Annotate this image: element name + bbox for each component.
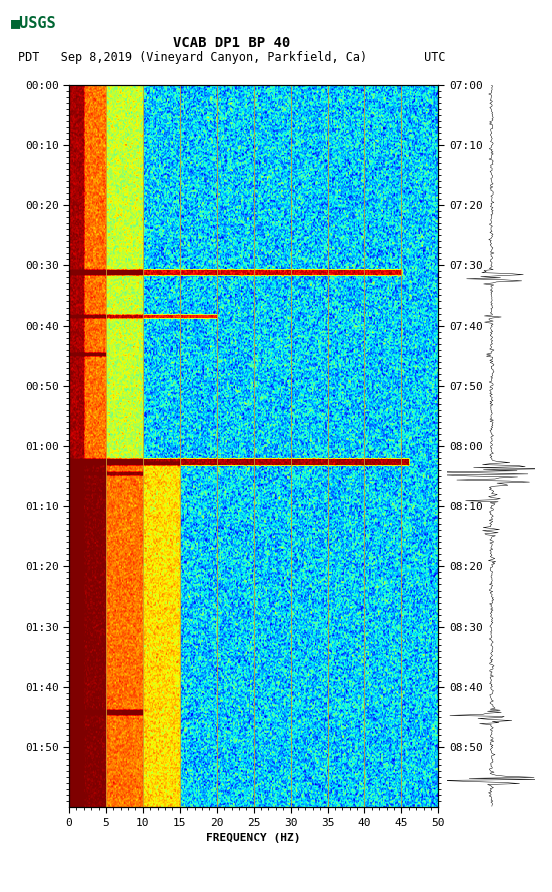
X-axis label: FREQUENCY (HZ): FREQUENCY (HZ) xyxy=(206,833,301,843)
Text: VCAB DP1 BP 40: VCAB DP1 BP 40 xyxy=(173,36,290,50)
Text: PDT   Sep 8,2019 (Vineyard Canyon, Parkfield, Ca)        UTC: PDT Sep 8,2019 (Vineyard Canyon, Parkfie… xyxy=(18,52,445,64)
Text: ■USGS: ■USGS xyxy=(11,15,57,30)
